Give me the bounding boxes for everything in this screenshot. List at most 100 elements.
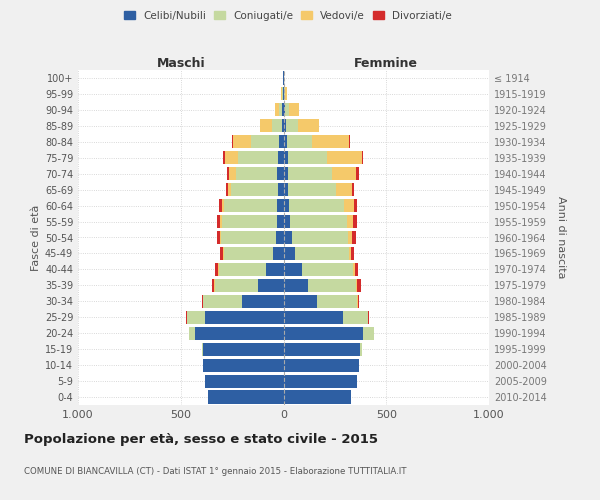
Bar bbox=[284, 215, 290, 228]
Bar bbox=[284, 390, 352, 404]
Bar bbox=[231, 183, 278, 196]
Bar bbox=[205, 310, 284, 324]
Bar bbox=[277, 231, 284, 244]
Bar bbox=[344, 199, 355, 212]
Bar bbox=[284, 167, 287, 180]
Bar bbox=[238, 151, 278, 164]
Bar bbox=[284, 135, 287, 148]
Bar bbox=[368, 310, 369, 324]
Bar bbox=[284, 374, 358, 388]
Bar bbox=[242, 295, 284, 308]
Bar bbox=[284, 279, 308, 292]
Bar bbox=[353, 263, 355, 276]
Bar bbox=[358, 295, 359, 308]
Bar bbox=[251, 135, 280, 148]
Bar bbox=[317, 295, 358, 308]
Bar bbox=[203, 342, 284, 355]
Bar bbox=[298, 120, 319, 132]
Bar bbox=[202, 342, 203, 355]
Bar bbox=[281, 88, 282, 101]
Bar bbox=[282, 88, 283, 101]
Bar bbox=[284, 231, 292, 244]
Bar bbox=[356, 167, 359, 180]
Bar bbox=[349, 135, 350, 148]
Bar bbox=[277, 167, 284, 180]
Bar bbox=[221, 231, 277, 244]
Bar bbox=[348, 231, 352, 244]
Bar bbox=[223, 247, 224, 260]
Bar bbox=[232, 135, 233, 148]
Bar bbox=[215, 263, 218, 276]
Bar bbox=[362, 326, 374, 340]
Bar bbox=[284, 120, 286, 132]
Bar bbox=[287, 135, 312, 148]
Bar bbox=[217, 215, 220, 228]
Bar bbox=[273, 247, 284, 260]
Bar bbox=[186, 310, 187, 324]
Bar bbox=[355, 199, 358, 212]
Bar bbox=[275, 104, 280, 117]
Bar bbox=[224, 247, 273, 260]
Bar bbox=[289, 199, 344, 212]
Bar bbox=[219, 263, 266, 276]
Bar bbox=[218, 263, 219, 276]
Bar bbox=[284, 295, 317, 308]
Bar bbox=[224, 199, 277, 212]
Bar bbox=[284, 342, 359, 355]
Bar bbox=[352, 231, 356, 244]
Bar bbox=[233, 135, 251, 148]
Bar bbox=[203, 358, 284, 372]
Bar bbox=[289, 104, 299, 117]
Bar bbox=[312, 135, 349, 148]
Bar bbox=[349, 247, 352, 260]
Bar bbox=[352, 247, 355, 260]
Bar bbox=[205, 374, 284, 388]
Bar bbox=[284, 310, 343, 324]
Bar bbox=[212, 279, 214, 292]
Bar bbox=[258, 279, 284, 292]
Bar bbox=[352, 183, 355, 196]
Bar bbox=[283, 88, 284, 101]
Text: Femmine: Femmine bbox=[354, 57, 418, 70]
Bar bbox=[187, 310, 205, 324]
Bar bbox=[228, 183, 231, 196]
Legend: Celibi/Nubili, Coniugati/e, Vedovi/e, Divorziati/e: Celibi/Nubili, Coniugati/e, Vedovi/e, Di… bbox=[121, 8, 455, 24]
Bar bbox=[302, 263, 353, 276]
Bar bbox=[203, 295, 242, 308]
Bar bbox=[284, 151, 287, 164]
Bar bbox=[266, 263, 284, 276]
Bar bbox=[208, 390, 284, 404]
Bar bbox=[287, 183, 336, 196]
Bar bbox=[215, 279, 258, 292]
Bar bbox=[225, 151, 238, 164]
Bar bbox=[195, 326, 284, 340]
Bar bbox=[358, 279, 361, 292]
Bar bbox=[284, 358, 359, 372]
Bar bbox=[189, 326, 195, 340]
Bar bbox=[284, 247, 295, 260]
Bar bbox=[229, 167, 236, 180]
Bar bbox=[285, 88, 287, 101]
Bar bbox=[280, 104, 283, 117]
Bar bbox=[287, 151, 326, 164]
Bar bbox=[202, 295, 203, 308]
Bar bbox=[227, 167, 229, 180]
Bar bbox=[353, 215, 358, 228]
Bar bbox=[222, 199, 224, 212]
Bar bbox=[226, 183, 228, 196]
Bar bbox=[292, 231, 348, 244]
Bar bbox=[278, 183, 284, 196]
Bar bbox=[219, 199, 222, 212]
Bar bbox=[356, 279, 358, 292]
Text: Popolazione per età, sesso e stato civile - 2015: Popolazione per età, sesso e stato civil… bbox=[24, 432, 378, 446]
Bar bbox=[272, 120, 282, 132]
Bar bbox=[326, 151, 362, 164]
Y-axis label: Fasce di età: Fasce di età bbox=[31, 204, 41, 270]
Bar bbox=[284, 326, 362, 340]
Bar bbox=[284, 263, 302, 276]
Bar bbox=[217, 231, 220, 244]
Bar bbox=[220, 215, 222, 228]
Bar bbox=[277, 215, 284, 228]
Text: COMUNE DI BIANCAVILLA (CT) - Dati ISTAT 1° gennaio 2015 - Elaborazione TUTTITALI: COMUNE DI BIANCAVILLA (CT) - Dati ISTAT … bbox=[24, 468, 407, 476]
Text: Maschi: Maschi bbox=[157, 57, 205, 70]
